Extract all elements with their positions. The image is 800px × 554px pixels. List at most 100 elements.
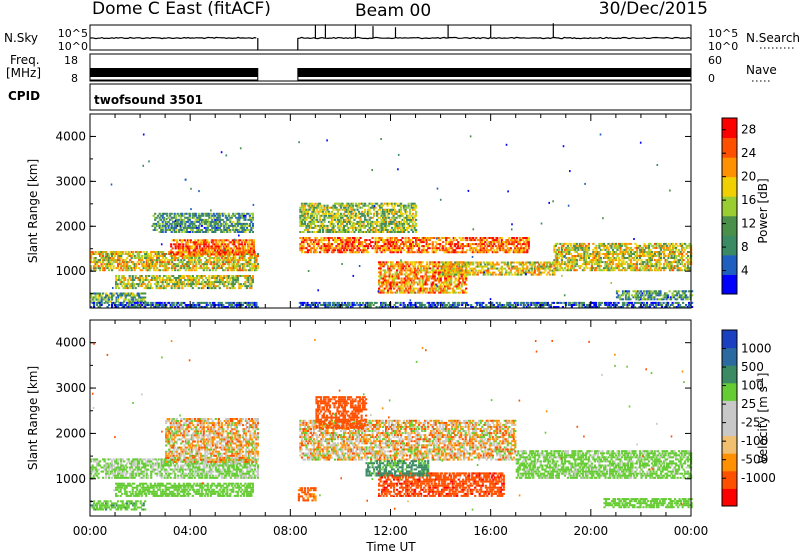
- power-cell-472: [196, 255, 199, 257]
- power-cell-3132: [350, 212, 353, 215]
- power-cell-1861: [217, 224, 220, 227]
- power-cell-1452: [251, 279, 254, 281]
- power-cell-3817: [415, 269, 418, 272]
- power-cell-1046: [252, 249, 255, 252]
- power-cell-3162: [354, 204, 358, 207]
- power-cell-2167: [344, 243, 347, 246]
- power-cell-3783: [411, 271, 414, 274]
- power-cell-1137: [145, 277, 148, 279]
- power-cell-1566: [141, 300, 144, 303]
- power-cell-2819: [303, 229, 307, 231]
- power-cell-3227: [367, 224, 370, 227]
- power-cell-4046: [448, 281, 451, 284]
- power-cell-4035: [447, 277, 450, 280]
- power-cell-1705: [184, 231, 187, 233]
- power-cell-2990: [329, 206, 332, 209]
- power-cell-1425: [242, 283, 245, 286]
- power-cell-2956: [323, 206, 326, 209]
- power-cell-3303: [379, 204, 382, 207]
- power-cell-871: [207, 245, 210, 248]
- power-cell-2412: [416, 237, 419, 239]
- power-cell-1545: [132, 298, 135, 301]
- power-cell-1393: [230, 281, 233, 284]
- power-cell-608: [229, 257, 232, 259]
- power-cell-389: [178, 261, 181, 264]
- power-cell-3936: [433, 273, 436, 276]
- power-cell-2770: [524, 245, 527, 248]
- power-cell-1100: [131, 285, 134, 288]
- power-cell-2604: [479, 247, 482, 250]
- power-cell-3562: [379, 269, 382, 272]
- power-cell-244: [145, 251, 148, 253]
- power-cell-4359: [509, 269, 512, 272]
- power-cell-462: [193, 251, 196, 253]
- power-cell-897: [215, 245, 218, 248]
- power-cell-1671: [175, 214, 178, 217]
- power-cell-2875: [311, 218, 314, 221]
- power-cell-2661: [494, 245, 497, 248]
- power-cell-1941: [236, 222, 239, 225]
- power-cell-1226: [176, 283, 179, 286]
- power-cell-2509: [448, 243, 451, 246]
- power-cell-3785: [411, 263, 414, 266]
- power-cell-3970: [438, 263, 441, 266]
- power-cell-3185: [359, 222, 362, 225]
- power-cell-3752: [406, 273, 409, 276]
- power-cell-3019: [333, 212, 337, 215]
- power-cell-476: [198, 263, 201, 266]
- power-cell-2823: [303, 216, 307, 219]
- power-cell-970: [233, 243, 236, 246]
- power-cell-3875: [424, 271, 427, 274]
- power-cell-307: [159, 261, 162, 264]
- power-cell-289: [154, 251, 157, 253]
- power-cell-1571: [142, 296, 145, 299]
- power-cell-1229: [178, 287, 181, 290]
- power-cell-2471: [434, 241, 437, 244]
- power-cell-3184: [359, 224, 362, 227]
- power-cell-180: [130, 269, 133, 272]
- power-cell-141: [120, 251, 123, 253]
- power-cell-3671: [396, 281, 399, 284]
- power-cell-1597: [158, 222, 161, 225]
- power-cell-729: [256, 263, 259, 266]
- power-cell-901: [216, 251, 219, 254]
- power-cell-1639: [169, 222, 172, 225]
- power-cell-2623: [482, 237, 485, 239]
- power-cell-3288: [377, 231, 380, 233]
- power-cell-4556: [563, 267, 566, 270]
- power-cell-310: [159, 251, 162, 253]
- power-cell-428: [187, 263, 190, 266]
- power-cell-2523: [452, 251, 455, 254]
- power-cell-4925: [623, 267, 627, 270]
- power-cell-2852: [308, 224, 311, 227]
- power-cell-1635: [167, 220, 170, 223]
- power-cell-2757: [521, 249, 524, 252]
- power-cell-1573: [144, 300, 147, 303]
- power-cell-2463: [431, 237, 434, 239]
- power-cell-3732: [403, 261, 406, 264]
- power-cell-1509: [115, 298, 118, 301]
- power-cell-4825: [607, 248, 610, 251]
- power-cell-2484: [440, 249, 443, 252]
- power-cell-3840: [420, 285, 423, 288]
- power-cell-3755: [406, 263, 409, 266]
- power-cell-312: [160, 263, 163, 266]
- power-cell-156: [124, 263, 127, 266]
- power-cell-479: [198, 257, 201, 259]
- power-cell-3253: [370, 202, 373, 205]
- power-cell-1337: [212, 283, 215, 286]
- power-cell-3861: [423, 287, 426, 290]
- power-cell-3477: [404, 204, 407, 207]
- power-cell-1673: [176, 222, 179, 225]
- power-cell-190: [132, 251, 135, 253]
- power-cell-2867: [309, 212, 313, 215]
- power-cell-4420: [530, 267, 533, 270]
- power-cell-956: [228, 241, 231, 244]
- power-cell-2542: [458, 251, 461, 254]
- power-cell-3187: [359, 218, 362, 221]
- power-cell-3883: [426, 277, 429, 280]
- power-cell-3350: [385, 202, 388, 205]
- power-cell-4061: [450, 275, 453, 278]
- power-cell-2138: [336, 243, 340, 246]
- power-cell-3368: [388, 208, 391, 211]
